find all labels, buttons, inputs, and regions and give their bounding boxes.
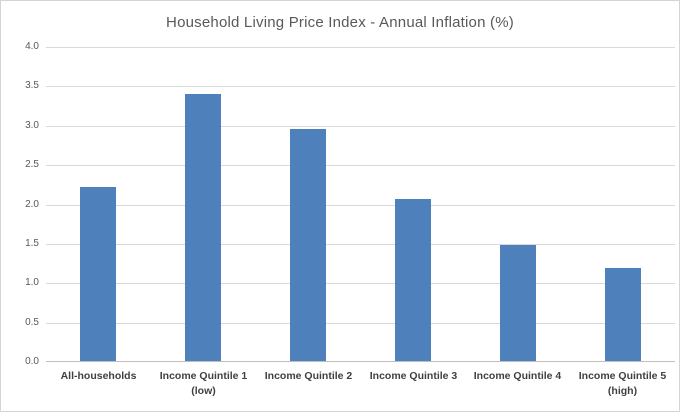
bar [395, 199, 431, 361]
x-category-label: Income Quintile 4 [473, 370, 562, 382]
y-tick-label: 1.0 [25, 277, 39, 288]
y-tick-label: 3.5 [25, 80, 39, 91]
plot-area [46, 47, 675, 362]
gridline [46, 323, 675, 324]
chart-title: Household Living Price Index - Annual In… [166, 14, 514, 31]
bar [290, 129, 326, 361]
y-tick-label: 2.5 [25, 159, 39, 170]
y-tick-label: 1.5 [25, 238, 39, 249]
x-axis: All-households Income Quintile 1 (low) Inc… [46, 369, 675, 409]
x-category-label: Income Quintile 1 (low) [159, 370, 248, 397]
x-category-label: All-households [60, 370, 137, 382]
y-axis: 0.0 0.5 1.0 1.5 2.0 2.5 3.0 3.5 4.0 [1, 41, 41, 367]
gridline [46, 283, 675, 284]
gridline [46, 126, 675, 127]
bar [500, 245, 536, 361]
bar [80, 187, 116, 361]
gridline [46, 165, 675, 166]
x-axis-line [46, 361, 675, 362]
bar [185, 94, 221, 361]
gridline [46, 47, 675, 48]
y-tick-label: 0.5 [25, 317, 39, 328]
gridline [46, 244, 675, 245]
x-category-label: Income Quintile 3 [369, 370, 458, 382]
y-tick-label: 2.0 [25, 199, 39, 210]
gridline [46, 205, 675, 206]
x-category-label: Income Quintile 5 (high) [578, 370, 667, 397]
y-tick-label: 0.0 [25, 356, 39, 367]
y-tick-label: 3.0 [25, 120, 39, 131]
gridline [46, 86, 675, 87]
bar [605, 268, 641, 361]
x-category-label: Income Quintile 2 [264, 370, 353, 382]
y-tick-label: 4.0 [25, 41, 39, 52]
